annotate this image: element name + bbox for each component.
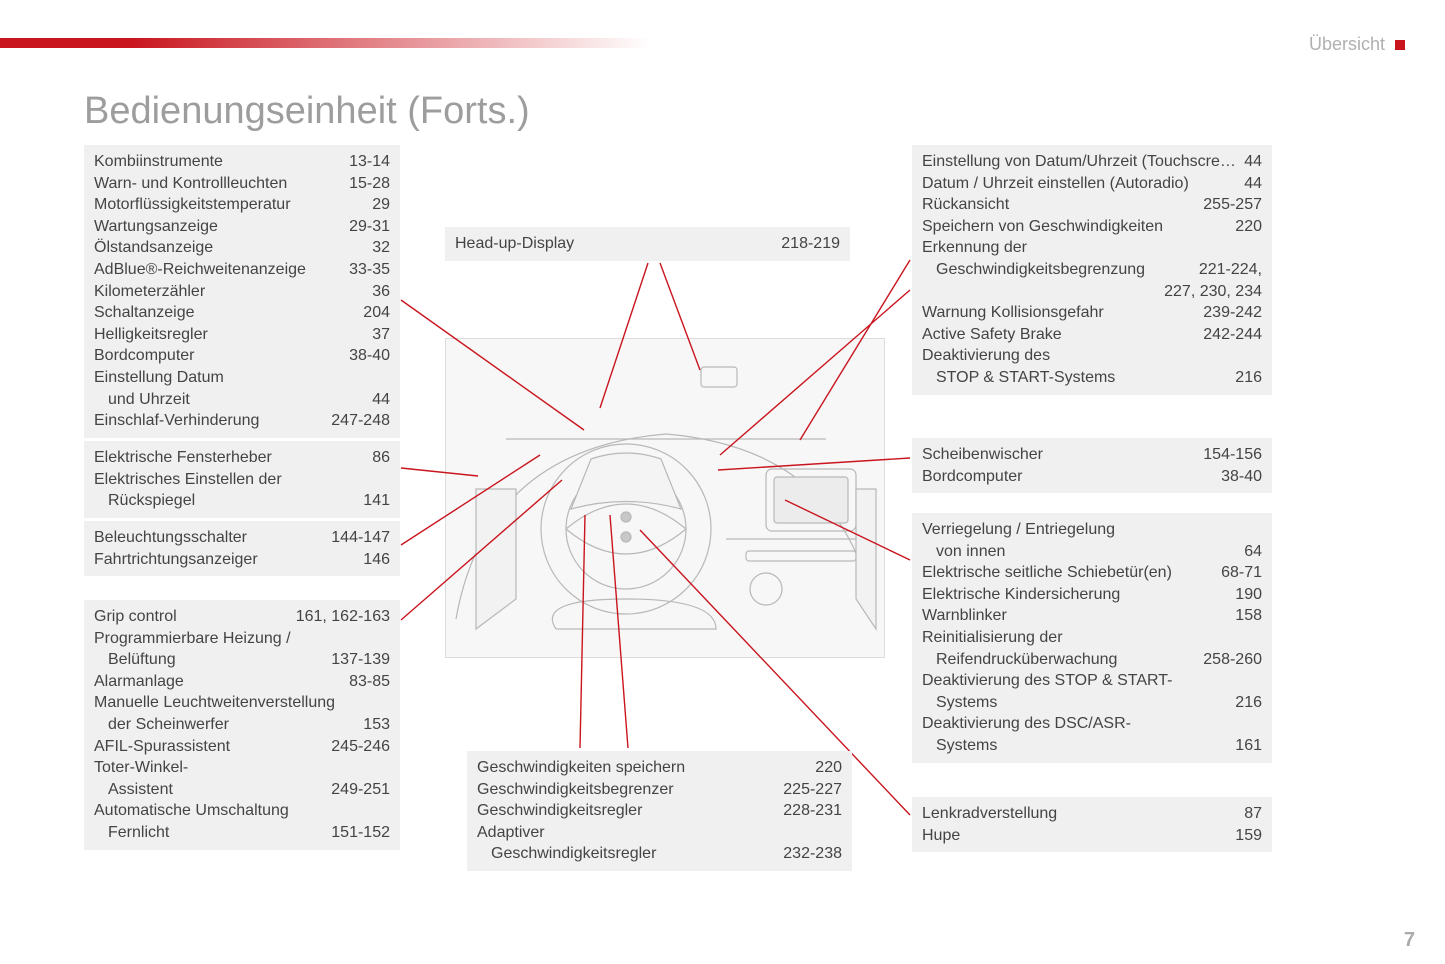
list-item: Kombiinstrumente13-14 xyxy=(94,151,390,173)
list-item-cont: Fernlicht151-152 xyxy=(94,822,390,844)
list-item: Rückansicht255-257 xyxy=(922,194,1262,216)
list-item-cont: Geschwindigkeitsbegrenzung221-224, xyxy=(922,259,1262,281)
header-gradient xyxy=(130,38,650,48)
list-item: Datum / Uhrzeit einstellen (Autoradio)44 xyxy=(922,173,1262,195)
info-box-right4: Lenkradverstellung87Hupe159 xyxy=(912,797,1272,852)
list-item: Toter-Winkel- xyxy=(94,757,390,779)
list-item: Reinitialisierung der xyxy=(922,627,1262,649)
list-item-extra: 227, 230, 234 xyxy=(922,281,1262,303)
list-item-cont: Geschwindigkeitsregler232-238 xyxy=(477,843,842,865)
list-item: Elektrische Fensterheber86 xyxy=(94,447,390,469)
list-item: Kilometerzähler36 xyxy=(94,281,390,303)
list-item: Warn- und Kontrollleuchten15-28 xyxy=(94,173,390,195)
list-item: Erkennung der xyxy=(922,237,1262,259)
list-item: Geschwindigkeitsregler228-231 xyxy=(477,800,842,822)
list-item: Alarmanlage83-85 xyxy=(94,671,390,693)
list-item-cont: der Scheinwerfer153 xyxy=(94,714,390,736)
info-box-right1: Einstellung von Datum/Uhrzeit (Touchscre… xyxy=(912,145,1272,395)
list-item-cont: Reifendrucküberwachung258-260 xyxy=(922,649,1262,671)
info-box-left1: Kombiinstrumente13-14Warn- und Kontrolll… xyxy=(84,145,400,438)
info-box-right3: Verriegelung / Entriegelungvon innen64El… xyxy=(912,513,1272,763)
list-item-cont: Rückspiegel141 xyxy=(94,490,390,512)
list-item: Warnblinker158 xyxy=(922,605,1262,627)
list-item: Beleuchtungsschalter144-147 xyxy=(94,527,390,549)
list-item: Fahrtrichtungsanzeiger146 xyxy=(94,549,390,571)
page-number: 7 xyxy=(1404,929,1415,952)
list-item-cont: Systems216 xyxy=(922,692,1262,714)
header-accent-bar xyxy=(0,38,130,48)
list-item: Warnung Kollisionsgefahr239-242 xyxy=(922,302,1262,324)
list-item: Deaktivierung des xyxy=(922,345,1262,367)
info-box-center_bottom: Geschwindigkeiten speichern220Geschwindi… xyxy=(467,751,852,871)
list-item: Programmierbare Heizung / xyxy=(94,628,390,650)
dashboard-diagram xyxy=(445,338,885,658)
list-item: Schaltanzeige204 xyxy=(94,302,390,324)
list-item: AdBlue®-Reichweitenanzeige33-35 xyxy=(94,259,390,281)
page-title: Bedienungseinheit (Forts.) xyxy=(84,90,530,133)
list-item: Elektrisches Einstellen der xyxy=(94,469,390,491)
list-item: Geschwindigkeitsbegrenzer225-227 xyxy=(477,779,842,801)
list-item: Scheibenwischer154-156 xyxy=(922,444,1262,466)
list-item-cont: Assistent249-251 xyxy=(94,779,390,801)
list-item-cont: Belüftung137-139 xyxy=(94,649,390,671)
list-item: Verriegelung / Entriegelung xyxy=(922,519,1262,541)
list-item: Wartungsanzeige29-31 xyxy=(94,216,390,238)
list-item: Speichern von Geschwindigkeiten220 xyxy=(922,216,1262,238)
list-item: Head-up-Display218-219 xyxy=(455,233,840,255)
info-box-left3: Beleuchtungsschalter144-147Fahrtrichtung… xyxy=(84,521,400,576)
list-item: AFIL-Spurassistent245-246 xyxy=(94,736,390,758)
list-item: Active Safety Brake242-244 xyxy=(922,324,1262,346)
info-box-center_top: Head-up-Display218-219 xyxy=(445,227,850,261)
list-item: Deaktivierung des DSC/ASR- xyxy=(922,713,1262,735)
list-item-cont: STOP & START-Systems216 xyxy=(922,367,1262,389)
list-item: Helligkeitsregler37 xyxy=(94,324,390,346)
list-item: Adaptiver xyxy=(477,822,842,844)
list-item: Einschlaf-Verhinderung247-248 xyxy=(94,410,390,432)
list-item: Grip control161, 162-163 xyxy=(94,606,390,628)
list-item: Manuelle Leuchtweitenverstellung xyxy=(94,692,390,714)
list-item: Ölstandsanzeige32 xyxy=(94,237,390,259)
list-item: Automatische Umschaltung xyxy=(94,800,390,822)
info-box-right2: Scheibenwischer154-156Bordcomputer38-40 xyxy=(912,438,1272,493)
list-item: Elektrische seitliche Schiebetür(en)68-7… xyxy=(922,562,1262,584)
list-item-cont: und Uhrzeit44 xyxy=(94,389,390,411)
info-box-left4: Grip control161, 162-163Programmierbare … xyxy=(84,600,400,850)
section-marker-icon xyxy=(1395,40,1405,50)
list-item: Hupe159 xyxy=(922,825,1262,847)
list-item: Deaktivierung des STOP & START- xyxy=(922,670,1262,692)
section-label: Übersicht xyxy=(1309,34,1385,55)
list-item: Bordcomputer38-40 xyxy=(922,466,1262,488)
list-item: Geschwindigkeiten speichern220 xyxy=(477,757,842,779)
list-item: Elektrische Kindersicherung190 xyxy=(922,584,1262,606)
header-section: Übersicht xyxy=(1309,34,1405,55)
list-item: Motorflüssigkeitstemperatur29 xyxy=(94,194,390,216)
list-item: Einstellung Datum xyxy=(94,367,390,389)
list-item: Lenkradverstellung87 xyxy=(922,803,1262,825)
list-item: Bordcomputer38-40 xyxy=(94,345,390,367)
list-item: Einstellung von Datum/Uhrzeit (Touchscre… xyxy=(922,151,1262,173)
info-box-left2: Elektrische Fensterheber86Elektrisches E… xyxy=(84,441,400,518)
list-item-cont: von innen64 xyxy=(922,541,1262,563)
list-item-cont: Systems161 xyxy=(922,735,1262,757)
